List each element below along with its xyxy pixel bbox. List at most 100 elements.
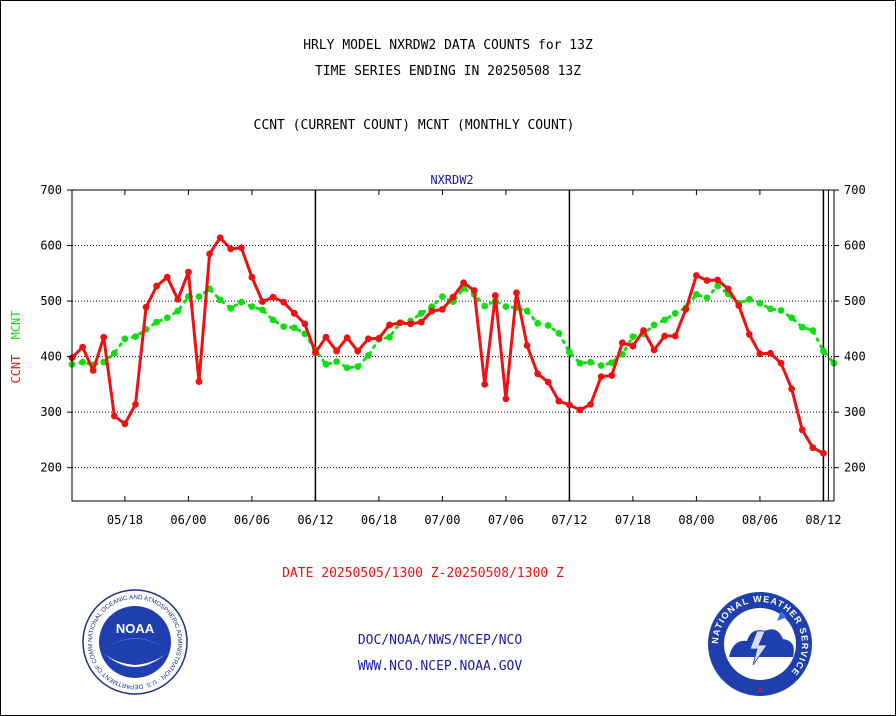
y-tick-label-right: 600 xyxy=(844,239,866,253)
data-point-mcnt xyxy=(439,293,446,301)
data-point-mcnt xyxy=(767,305,774,313)
data-point-ccnt xyxy=(629,342,637,350)
y-axis-label-mcnt: MCNT xyxy=(9,310,23,339)
data-point-ccnt xyxy=(640,327,647,334)
data-point-mcnt xyxy=(566,348,573,356)
data-point-mcnt xyxy=(163,314,171,322)
data-point-ccnt xyxy=(618,339,626,347)
x-tick-label: 06/18 xyxy=(361,513,397,527)
data-point-mcnt xyxy=(354,363,362,371)
data-point-ccnt xyxy=(714,276,721,284)
data-point-mcnt xyxy=(227,304,235,312)
data-point-ccnt xyxy=(301,320,309,328)
data-point-mcnt xyxy=(237,298,245,306)
data-point-ccnt xyxy=(788,385,796,393)
x-tick-label: 06/00 xyxy=(170,513,206,527)
y-axis-label-ccnt: CCNT xyxy=(9,355,23,384)
data-point-mcnt xyxy=(756,299,764,307)
data-point-ccnt xyxy=(671,332,679,340)
data-point-mcnt xyxy=(153,318,161,326)
data-point-ccnt xyxy=(417,318,425,326)
data-point-ccnt xyxy=(290,309,298,317)
data-point-ccnt xyxy=(481,380,489,388)
y-tick-label-right: 400 xyxy=(844,350,866,364)
date-range-label: DATE 20250505/1300 Z-20250508/1300 Z xyxy=(282,566,564,581)
y-tick-label-left: 300 xyxy=(40,405,62,419)
data-point-ccnt xyxy=(566,401,573,409)
data-point-mcnt xyxy=(777,307,785,314)
data-point-ccnt xyxy=(534,370,542,378)
data-point-mcnt xyxy=(174,307,182,315)
data-point-ccnt xyxy=(777,359,785,367)
data-point-mcnt xyxy=(386,333,393,341)
data-point-mcnt xyxy=(587,358,594,366)
x-tick-label: 06/12 xyxy=(297,513,333,527)
data-point-ccnt xyxy=(142,303,150,311)
data-point-ccnt xyxy=(100,333,108,341)
data-point-ccnt xyxy=(650,346,658,354)
noaa-logo-icon: NOAA NATIONAL OCEANIC AND ATMOSPHERIC AD… xyxy=(82,589,188,695)
data-point-ccnt xyxy=(280,298,288,306)
data-point-mcnt xyxy=(650,321,658,329)
x-tick-label: 07/06 xyxy=(488,513,524,527)
data-point-ccnt xyxy=(364,335,372,343)
y-tick-label-right: 500 xyxy=(844,294,866,308)
data-point-ccnt xyxy=(110,412,118,420)
data-point-ccnt xyxy=(449,293,457,301)
x-tick-label: 08/06 xyxy=(742,513,778,527)
data-point-ccnt xyxy=(491,292,499,299)
x-tick-label: 07/18 xyxy=(615,513,651,527)
data-point-ccnt xyxy=(735,302,743,309)
data-point-mcnt xyxy=(364,352,372,359)
org-path-link[interactable]: DOC/NOAA/NWS/NCEP/NCO xyxy=(357,633,523,648)
data-point-ccnt xyxy=(513,289,520,297)
data-point-mcnt xyxy=(502,303,510,311)
y-tick-label-left: 500 xyxy=(40,294,62,308)
data-point-ccnt xyxy=(121,420,129,428)
data-point-mcnt xyxy=(608,359,616,367)
y-tick-label-left: 200 xyxy=(40,461,62,475)
data-point-ccnt xyxy=(576,406,584,414)
series-layer xyxy=(68,234,838,457)
data-point-ccnt xyxy=(206,250,213,258)
data-point-ccnt xyxy=(79,343,86,351)
data-point-ccnt xyxy=(216,234,224,242)
data-point-ccnt xyxy=(820,449,827,457)
x-tick-label: 07/00 xyxy=(424,513,460,527)
data-point-ccnt xyxy=(396,319,404,327)
data-point-mcnt xyxy=(693,291,700,298)
data-point-mcnt xyxy=(290,324,298,332)
data-point-ccnt xyxy=(439,306,446,313)
series-mcnt xyxy=(68,282,838,372)
axis-ticks xyxy=(67,189,839,501)
axis-labels: 200 200 300 300 400 400 500 500 600 600 700 700 05/1… xyxy=(40,183,865,527)
data-point-mcnt xyxy=(343,364,351,372)
data-point-ccnt xyxy=(248,273,256,281)
header-series-legend: CCNT (CURRENT COUNT) MCNT (MONTHLY COUNT… xyxy=(253,118,575,133)
data-point-mcnt xyxy=(79,358,86,366)
data-point-ccnt xyxy=(767,349,774,357)
x-tick-label: 07/12 xyxy=(551,513,587,527)
website-link[interactable]: WWW.NCO.NCEP.NOAA.GOV xyxy=(357,659,523,674)
y-tick-label-left: 400 xyxy=(40,350,62,364)
data-point-ccnt xyxy=(237,244,245,252)
y-tick-label-right: 300 xyxy=(844,405,866,419)
x-tick-label: 08/12 xyxy=(805,513,841,527)
data-point-ccnt xyxy=(322,333,330,341)
data-point-ccnt xyxy=(174,296,182,303)
data-point-mcnt xyxy=(788,314,796,322)
x-tick-label: 08/00 xyxy=(678,513,714,527)
y-tick-label-right: 700 xyxy=(844,183,866,197)
data-point-mcnt xyxy=(322,360,330,368)
data-point-mcnt xyxy=(259,306,266,314)
y-tick-label-right: 200 xyxy=(844,461,866,475)
data-point-mcnt xyxy=(544,322,552,329)
data-point-ccnt xyxy=(333,347,340,355)
data-point-ccnt xyxy=(89,367,97,374)
svg-text:NOAA: NOAA xyxy=(116,621,155,636)
data-point-ccnt xyxy=(195,378,203,385)
data-point-mcnt xyxy=(481,302,489,310)
data-point-ccnt xyxy=(153,282,161,290)
data-point-mcnt xyxy=(248,303,256,311)
data-point-ccnt xyxy=(608,372,616,379)
